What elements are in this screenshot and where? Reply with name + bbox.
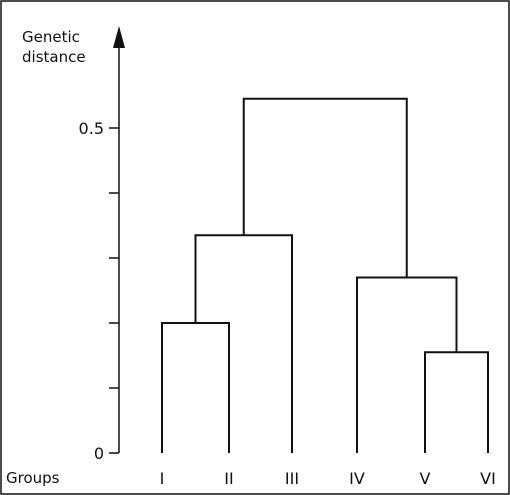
y-axis-arrowhead: [113, 26, 125, 48]
group-label-v: V: [420, 469, 431, 488]
group-label-iii: III: [285, 469, 299, 488]
tick-label-half: 0.5: [79, 119, 104, 138]
y-axis-title-line1: Genetic: [22, 28, 80, 46]
group-label-ii: II: [224, 469, 233, 488]
dendrogram-link-5: [242, 97, 408, 278]
group-label-iv: IV: [349, 469, 365, 488]
group-label-i: I: [160, 469, 165, 488]
tick-label-zero: 0: [94, 444, 104, 463]
group-label-vi: VI: [480, 469, 496, 488]
y-axis-title-line2: distance: [22, 48, 86, 66]
y-axis-ticks: [109, 127, 119, 454]
x-axis-title: Groups: [6, 469, 60, 487]
dendrogram-links: [161, 97, 489, 453]
